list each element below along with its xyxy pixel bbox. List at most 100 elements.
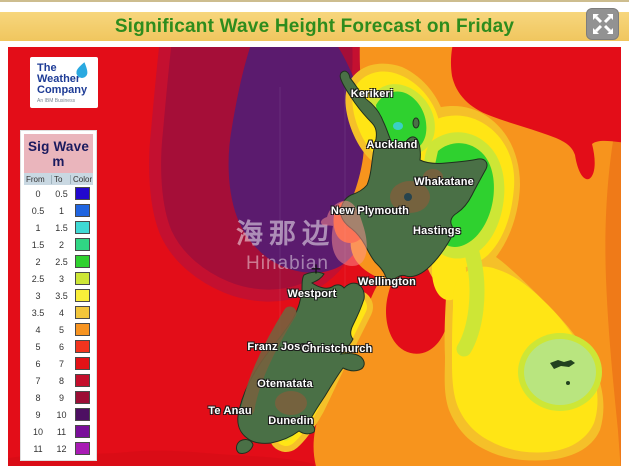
legend-row: 10 11 [24,423,93,440]
legend-column-header: Color [73,174,93,184]
legend-row: 2 2.5 [24,253,93,270]
legend-row: 11 12 [24,440,93,457]
weather-company-logo: The Weather Company An IBM Business [30,57,98,108]
legend-row: 1.5 2 [24,236,93,253]
legend-color-swatch [74,442,90,455]
legend-color-swatch [74,425,90,438]
legend-color-swatch [74,187,90,200]
legend-column-header: From [24,174,52,184]
legend-to-value: 6 [58,341,64,352]
legend-from-value: 1 [35,222,41,233]
city-label-christchurch: Christchurch [301,343,373,355]
city-label-dunedin: Dunedin [268,415,314,427]
city-label-wellington: Wellington [357,276,417,288]
contour-yellowgreen-east-wellington [456,245,485,357]
legend-to-value: 7 [58,358,64,369]
legend-to-value: 9 [58,392,64,403]
legend-column-header: To [52,174,71,184]
city-label-te-anau: Te Anau [208,405,252,417]
fullscreen-expand-icon [592,14,613,34]
lake-taupo [404,193,412,201]
legend-rows: 0 0.5 0.5 1 1 1.5 1.5 2 2 2.5 2.5 3 3 3.5 3.5 4 4 5 5 6 6 7 7 8… [24,185,93,457]
legend-columns: From To Color [24,173,93,185]
legend-from-value: 5 [35,341,41,352]
logo-line-1: The [37,62,57,74]
legend-color-swatch [74,238,90,251]
wave-height-legend: Sig Wave m From To Color 0 0.5 0.5 1 1 1.5 1.5 2 2… [20,130,97,461]
legend-to-value: 12 [56,443,67,454]
logo-line-3: Company [37,84,88,96]
si-terrain [275,391,307,415]
chatham-island-dot [566,381,570,385]
north-island [339,70,488,281]
legend-color-swatch [74,340,90,353]
city-label-kerikeri: Kerikeri [350,88,394,100]
legend-from-value: 10 [32,426,43,437]
legend-from-value: 11 [33,443,43,454]
legend-from-value: 6 [35,358,41,369]
great-barrier-island [412,117,420,129]
logo-line-2: Weather [37,73,81,85]
droplet-icon [76,62,88,78]
legend-color-swatch [74,272,90,285]
legend-to-value: 5 [58,324,64,335]
legend-from-value: 8 [35,392,41,403]
legend-row: 9 10 [24,406,93,423]
legend-from-value: 7 [35,375,41,386]
contour-dark-orange-strip [605,135,621,466]
legend-to-value: 10 [56,409,67,420]
legend-row: 3 3.5 [24,287,93,304]
contour-palegreen-chatham [524,339,596,405]
legend-to-value: 2.5 [55,256,68,267]
legend-to-value: 2 [58,239,64,250]
top-border-line [0,0,629,2]
watermark-bird-icon [320,200,367,267]
city-label-whakatane: Whakatane [414,176,474,188]
legend-color-swatch [74,204,90,217]
legend-color-swatch [74,306,90,319]
legend-from-value: 9 [35,409,41,420]
legend-row: 3.5 4 [24,304,93,321]
legend-to-value: 0.5 [55,188,68,199]
contour-cyan-spot-north [393,122,403,130]
legend-row: 0.5 1 [24,202,93,219]
legend-color-swatch [74,391,90,404]
city-label-otematata: Otematata [257,378,313,390]
legend-to-value: 4 [58,307,64,318]
legend-to-value: 3.5 [55,290,68,301]
city-label-hastings: Hastings [412,225,462,237]
city-label-franz-josef: Franz Josef [247,341,311,353]
legend-from-value: 2.5 [31,273,45,284]
stewart-island [236,439,254,454]
legend-row: 0 0.5 [24,185,93,202]
legend-title: Sig Wave m [24,134,93,173]
city-label-new-plymouth: New Plymouth [330,205,410,217]
legend-color-swatch [74,357,90,370]
legend-row: 2.5 3 [24,270,93,287]
legend-to-value: 11 [56,426,67,437]
legend-color-swatch [74,221,90,234]
legend-to-value: 8 [58,375,64,386]
legend-to-value: 3 [58,273,64,284]
page-title: Significant Wave Height Forecast on Frid… [114,15,515,37]
legend-from-value: 3 [35,290,41,301]
fullscreen-button[interactable] [586,8,619,40]
southern-alps-terrain [241,306,297,416]
ni-terrain [423,169,443,185]
legend-from-value: 2 [35,256,41,267]
legend-color-swatch [74,408,90,421]
map-frame[interactable]: 海那边 Hinabian The Weather Company An IBM … [8,47,621,466]
legend-from-value: 0 [35,188,41,199]
contour-red-top-right [450,47,621,180]
legend-color-swatch [74,323,90,336]
legend-color-swatch [74,289,90,302]
crosshair-marker: + [310,259,322,279]
chatham-islands [550,360,575,369]
legend-from-value: 3.5 [31,307,45,318]
